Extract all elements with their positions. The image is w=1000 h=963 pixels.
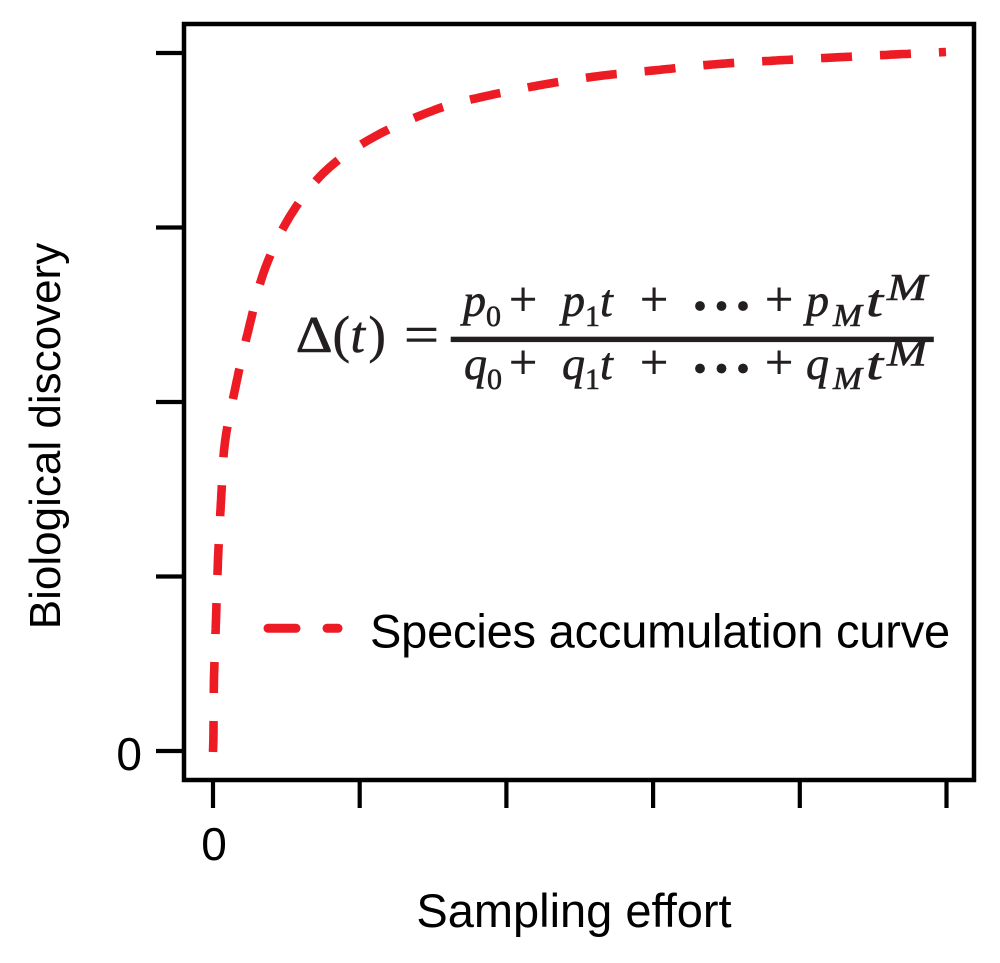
- svg-text:Sampling effort: Sampling effort: [416, 884, 731, 937]
- svg-text:M: M: [832, 297, 865, 333]
- svg-text:0: 0: [201, 818, 227, 870]
- svg-text:t: t: [351, 307, 367, 364]
- svg-text:+: +: [509, 271, 537, 327]
- svg-text:q: q: [806, 338, 829, 389]
- svg-text:Δ: Δ: [296, 307, 333, 364]
- svg-text:t: t: [866, 275, 885, 326]
- svg-text:t: t: [866, 338, 885, 389]
- svg-text:(: (: [333, 307, 350, 364]
- svg-text:+: +: [640, 271, 668, 327]
- svg-text:p1t: p1t: [559, 275, 614, 333]
- svg-text:M: M: [886, 267, 930, 309]
- svg-text:+: +: [640, 334, 668, 390]
- svg-text:Species accumulation curve: Species accumulation curve: [370, 605, 950, 658]
- svg-text:+: +: [765, 334, 793, 390]
- svg-text:): ): [369, 307, 386, 364]
- svg-text:Biological discovery: Biological discovery: [21, 243, 70, 629]
- svg-text:0: 0: [116, 728, 142, 780]
- svg-text:q1t: q1t: [562, 338, 614, 396]
- svg-text:M: M: [832, 360, 865, 396]
- svg-text:+: +: [765, 271, 793, 327]
- svg-text:q0: q0: [464, 338, 502, 396]
- svg-text:M: M: [886, 333, 930, 375]
- svg-text:=: =: [404, 305, 439, 365]
- svg-text:+: +: [509, 334, 537, 390]
- svg-text:p: p: [803, 275, 829, 326]
- svg-text:p0: p0: [460, 275, 501, 333]
